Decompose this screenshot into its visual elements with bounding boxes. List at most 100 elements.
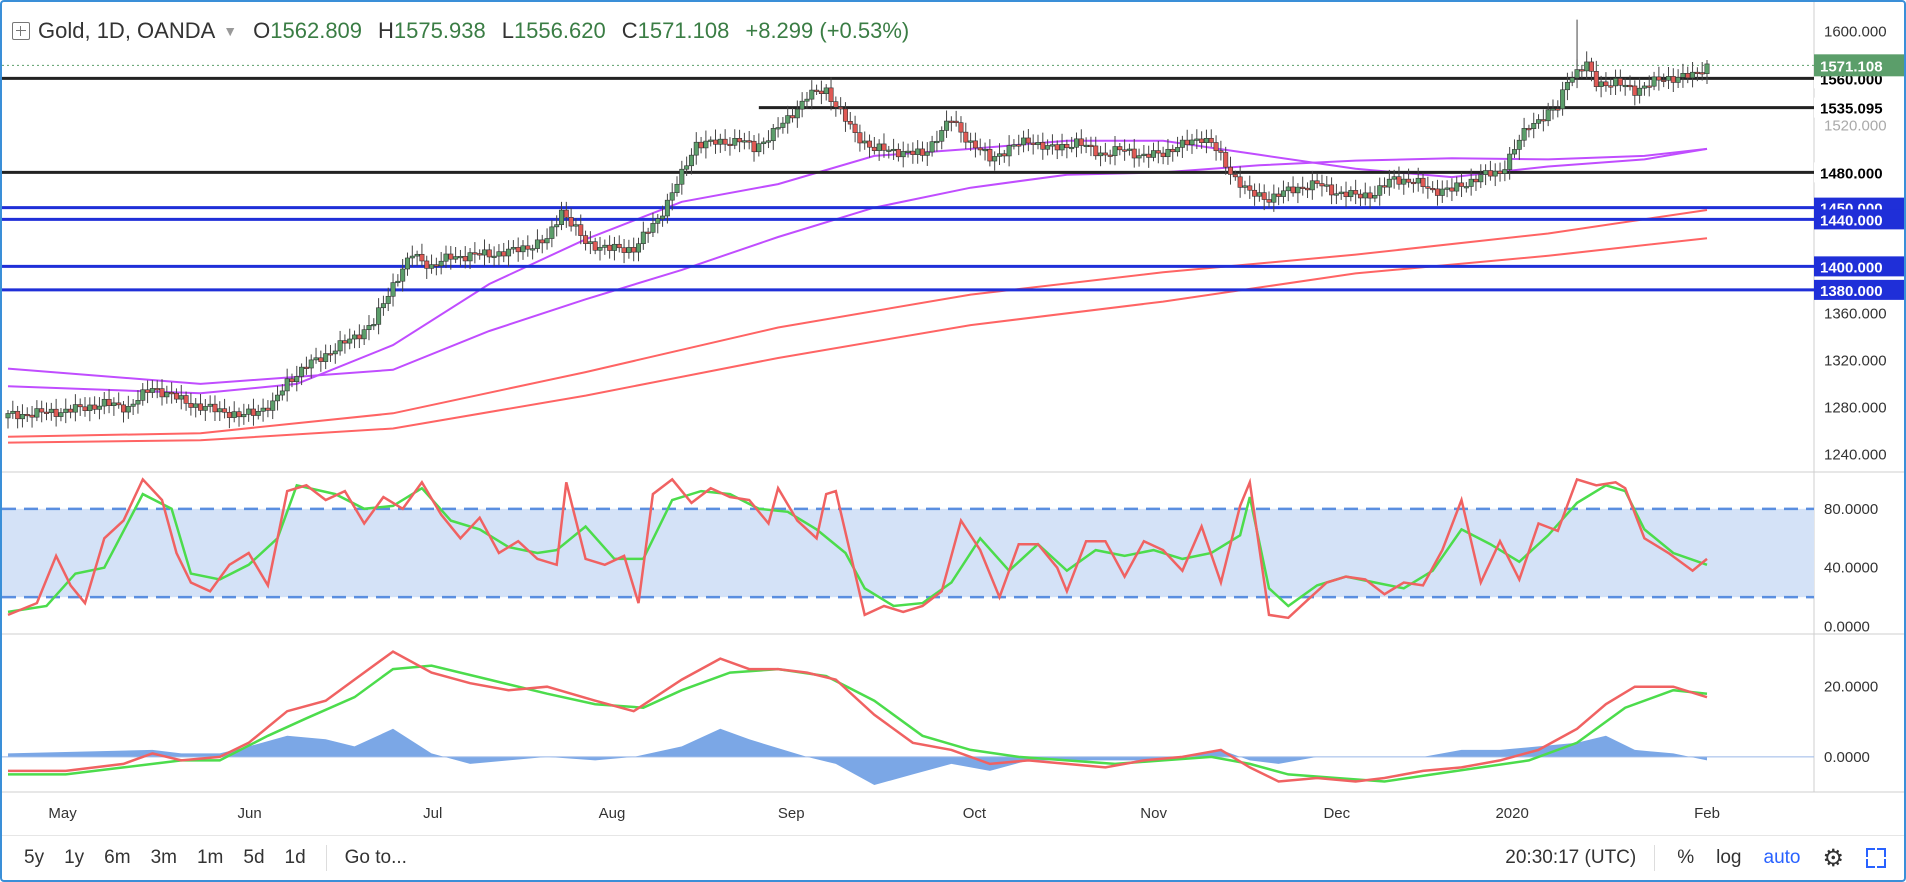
auto-toggle[interactable]: auto — [1763, 847, 1801, 868]
candle-body — [1194, 138, 1200, 141]
candle-body — [1305, 187, 1311, 191]
candle-body — [1285, 186, 1291, 192]
candle-body — [34, 408, 40, 418]
candle-body — [313, 357, 319, 361]
candle-body — [992, 156, 998, 162]
candle-body — [1613, 78, 1619, 87]
clock: 20:30:17 (UTC) — [1505, 847, 1637, 868]
candle-body — [1608, 85, 1614, 88]
candle-body — [1564, 81, 1570, 91]
candle-body — [1228, 166, 1234, 175]
candle-body — [53, 408, 59, 417]
candle-body — [804, 98, 810, 102]
price-tick-label: 1600.000 — [1824, 23, 1887, 40]
range-6m-button[interactable]: 6m — [104, 847, 131, 868]
candle-body — [563, 209, 569, 218]
candle-body — [809, 89, 815, 100]
time-tick-label: Oct — [963, 805, 987, 822]
price-chart[interactable]: 1600.000 1520.000 1480.000 1360.000 1320.000… — [2, 2, 1904, 828]
candle-body — [1232, 174, 1238, 178]
candle-body — [592, 241, 598, 251]
time-tick-label: Dec — [1323, 805, 1350, 822]
candle-body — [790, 115, 796, 119]
range-1m-button[interactable]: 1m — [196, 847, 224, 868]
candle-body — [1237, 176, 1243, 188]
range-5y-button[interactable]: 5y — [24, 847, 45, 868]
candle-body — [741, 140, 747, 143]
candle-body — [1059, 144, 1065, 151]
chevron-down-icon[interactable]: ▼ — [223, 23, 238, 39]
candle-body — [910, 150, 916, 155]
gear-icon[interactable]: ⚙ — [1822, 844, 1844, 872]
candle-body — [1054, 144, 1060, 151]
candle-body — [178, 395, 184, 400]
candle-body — [193, 403, 199, 408]
candle-body — [1588, 61, 1594, 72]
candle-body — [1329, 184, 1335, 196]
candle-body — [597, 247, 603, 251]
candle-body — [1016, 144, 1022, 147]
candle-body — [688, 154, 694, 167]
candle-body — [948, 120, 954, 123]
candle-body — [183, 395, 189, 404]
symbol-title[interactable]: Gold, 1D, OANDA — [38, 18, 216, 43]
candle-body — [96, 405, 102, 410]
candle-body — [1372, 195, 1378, 199]
candle-body — [1266, 199, 1272, 203]
candle-body — [1179, 139, 1185, 148]
candle-body — [1213, 142, 1219, 152]
candle-body — [121, 404, 127, 413]
candle-body — [761, 141, 767, 145]
fullscreen-icon[interactable] — [1866, 848, 1886, 868]
candle-body — [939, 130, 945, 142]
price-tick-label: 1240.000 — [1824, 446, 1887, 463]
candle-body — [294, 376, 300, 383]
range-1y-button[interactable]: 1y — [64, 847, 85, 868]
time-tick-label: 2020 — [1495, 805, 1528, 822]
expand-icon[interactable] — [12, 22, 30, 40]
candle-body — [260, 407, 266, 412]
range-3m-button[interactable]: 3m — [150, 847, 177, 868]
candle-body — [1141, 153, 1147, 156]
candle-body — [1661, 79, 1667, 82]
candle-body — [924, 151, 930, 156]
candle-body — [130, 403, 136, 407]
candle-body — [602, 244, 608, 248]
candle-body — [554, 224, 560, 228]
candle-body — [1430, 188, 1436, 191]
candle-body — [481, 249, 487, 256]
candle-body — [1449, 187, 1455, 192]
candle-body — [525, 245, 531, 250]
candle-body — [1280, 190, 1286, 197]
candle-body — [953, 120, 959, 123]
candle-body — [717, 138, 723, 145]
goto-button[interactable]: Go to... — [344, 847, 407, 868]
candle-body — [270, 400, 276, 411]
candle-body — [169, 392, 175, 395]
percent-toggle[interactable]: % — [1677, 847, 1695, 868]
candle-body — [876, 143, 882, 151]
candle-body — [611, 243, 617, 251]
macd-tick-label: 20.0000 — [1824, 679, 1878, 696]
range-5d-button[interactable]: 5d — [243, 847, 265, 868]
candle-body — [284, 378, 290, 392]
candle-body — [1309, 180, 1315, 191]
candle-body — [68, 408, 74, 413]
log-toggle[interactable]: log — [1716, 847, 1742, 868]
candle-body — [1247, 185, 1253, 191]
candle-body — [664, 199, 670, 217]
time-tick-label: Aug — [599, 805, 626, 822]
candle-body — [1584, 61, 1590, 72]
toolbar-divider — [1654, 845, 1656, 871]
candle-body — [1122, 149, 1128, 152]
candle-body — [1665, 76, 1671, 81]
candle-body — [1593, 71, 1599, 87]
candle-body — [616, 243, 622, 249]
range-1d-button[interactable]: 1d — [284, 847, 306, 868]
candle-body — [24, 413, 30, 417]
candle-body — [1531, 123, 1537, 129]
candle-body — [857, 132, 863, 144]
candle-body — [881, 143, 887, 151]
candle-body — [1492, 170, 1498, 177]
